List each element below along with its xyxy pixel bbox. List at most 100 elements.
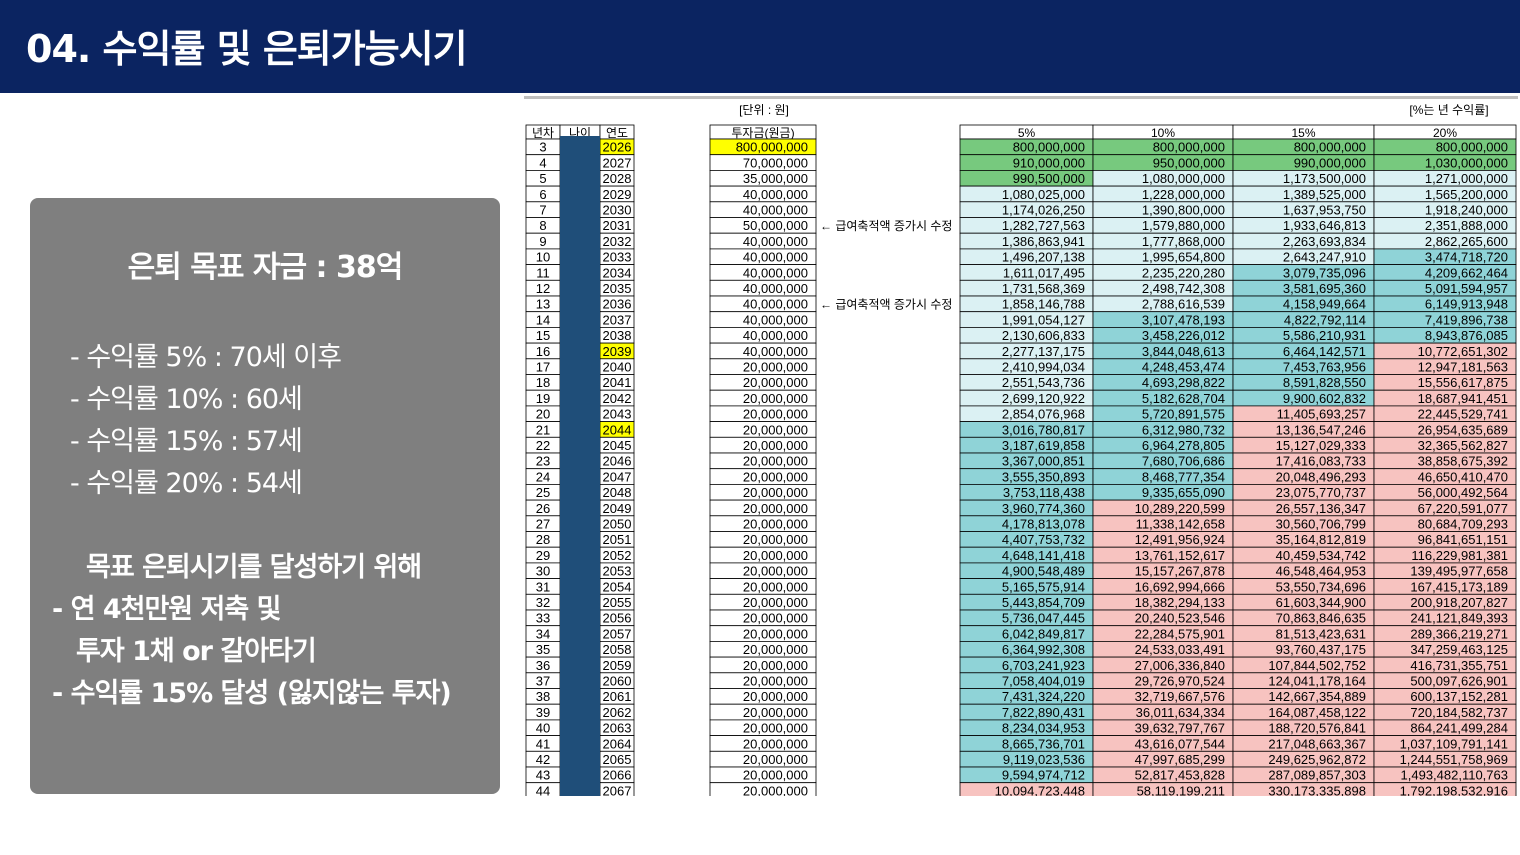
cell-rate-text-1: 58,119,199,211 (1137, 783, 1225, 796)
cell-rate-text-2: 800,000,000 (1294, 140, 1366, 155)
cell-rate-text-2: 11,405,693,257 (1277, 407, 1366, 422)
cell-rate-text-1: 9,335,655,090 (1142, 485, 1225, 500)
cell-rate-text-0: 5,736,047,445 (1002, 611, 1085, 626)
cell-year-text: 2053 (603, 564, 632, 579)
cell-year-index-text: 18 (536, 375, 550, 390)
header-year-index-text: 년차 (532, 126, 554, 140)
cell-year-text: 2027 (603, 155, 632, 170)
cell-rate-text-2: 93,760,437,175 (1276, 642, 1366, 657)
cell-year-text: 2041 (603, 375, 632, 390)
header-invest-text: 투자금(원금) (731, 126, 794, 140)
cell-invest-text: 20,000,000 (743, 375, 808, 390)
cell-year-text: 2046 (603, 454, 632, 469)
cell-invest-text: 20,000,000 (743, 736, 808, 751)
cell-rate-text-0: 3,960,774,360 (1002, 501, 1085, 516)
cell-rate-text-0: 7,431,324,220 (1002, 689, 1085, 704)
cell-rate-text-0: 6,364,992,308 (1002, 642, 1085, 657)
cell-rate-text-1: 36,011,634,334 (1136, 705, 1225, 720)
cell-year-text: 2045 (603, 438, 632, 453)
cell-rate-text-1: 1,390,800,000 (1142, 203, 1225, 218)
cell-invest-text: 20,000,000 (743, 658, 808, 673)
cell-invest-text: 50,000,000 (743, 218, 808, 233)
cell-rate-text-1: 2,498,742,308 (1142, 281, 1225, 296)
cell-rate-text-1: 1,995,654,800 (1142, 250, 1225, 265)
cell-year-index-text: 42 (536, 752, 550, 767)
cell-rate-text-0: 910,000,000 (1013, 155, 1085, 170)
cell-year-text: 2042 (603, 391, 632, 406)
cell-rate-text-1: 6,964,278,805 (1142, 438, 1225, 453)
cell-rate-text-2: 30,560,706,799 (1276, 517, 1366, 532)
retirement-goal: 은퇴 목표 자금 : 38억 (127, 250, 404, 285)
cell-rate-text-3: 18,687,941,451 (1418, 391, 1508, 406)
cell-year-text: 2048 (603, 485, 632, 500)
cell-rate-text-0: 6,703,241,923 (1002, 658, 1085, 673)
cell-rate-text-1: 7,680,706,686 (1142, 454, 1225, 469)
cell-year-text: 2066 (603, 768, 632, 783)
cell-rate-text-2: 23,075,770,737 (1276, 485, 1366, 500)
cell-rate-text-3: 139,495,977,658 (1410, 564, 1508, 579)
cell-invest-text: 20,000,000 (743, 548, 808, 563)
cell-year-index-text: 29 (536, 548, 550, 563)
cell-year-text: 2043 (603, 407, 632, 422)
cell-year-text: 2028 (603, 171, 632, 186)
cell-rate-text-1: 18,382,294,133 (1135, 595, 1225, 610)
cell-rate-text-3: 241,121,849,393 (1410, 611, 1508, 626)
cell-rate-text-0: 1,611,017,495 (1003, 265, 1085, 280)
cell-rate-text-2: 5,586,210,931 (1283, 328, 1366, 343)
cell-rate-text-0: 3,555,350,893 (1002, 469, 1085, 484)
cell-rate-text-0: 1,731,568,369 (1002, 281, 1085, 296)
cell-rate-text-1: 29,726,970,524 (1135, 674, 1225, 689)
cell-rate-text-3: 800,000,000 (1436, 140, 1508, 155)
cell-invest-text: 20,000,000 (743, 532, 808, 547)
cell-year-index-text: 27 (536, 517, 550, 532)
cell-rate-text-0: 1,080,025,000 (1002, 187, 1085, 202)
cell-rate-text-3: 15,556,617,875 (1418, 375, 1508, 390)
cell-year-index-text: 12 (536, 281, 550, 296)
cell-year-index-text: 6 (539, 187, 546, 202)
cell-year-index-text: 35 (536, 642, 550, 657)
cell-year-text: 2044 (603, 422, 632, 437)
cell-invest-text: 20,000,000 (743, 360, 808, 375)
cell-year-text: 2060 (603, 674, 632, 689)
cell-rate-text-2: 40,459,534,742 (1276, 548, 1366, 563)
cell-rate-text-0: 990,500,000 (1013, 171, 1085, 186)
cell-rate-text-2: 990,000,000 (1294, 155, 1366, 170)
cell-rate-text-2: 188,720,576,841 (1268, 721, 1366, 736)
cell-year-text: 2062 (603, 705, 632, 720)
cell-rate-text-2: 1,389,525,000 (1283, 187, 1366, 202)
cell-year-index-text: 37 (536, 674, 550, 689)
cell-rate-text-1: 52,817,453,828 (1135, 768, 1225, 783)
cell-rate-text-2: 3,581,695,360 (1283, 281, 1366, 296)
cell-rate-text-2: 107,844,502,752 (1268, 658, 1366, 673)
cell-rate-text-3: 46,650,410,470 (1418, 469, 1508, 484)
cell-invest-text: 20,000,000 (743, 454, 808, 469)
cell-year-index-text: 30 (536, 564, 550, 579)
cell-invest-text: 20,000,000 (743, 579, 808, 594)
cell-rate-text-0: 6,042,849,817 (1002, 626, 1085, 641)
cell-invest-text: 20,000,000 (743, 752, 808, 767)
cell-rate-text-2: 164,087,458,122 (1268, 705, 1366, 720)
cell-year-text: 2026 (603, 140, 632, 155)
plan-item-investment: 투자 1채 or 갈아타기 (76, 636, 317, 667)
cell-rate-text-1: 2,235,220,280 (1142, 265, 1225, 280)
cell-rate-text-2: 1,173,500,000 (1283, 171, 1366, 186)
cell-rate-text-1: 47,997,685,299 (1135, 752, 1225, 767)
cell-rate-text-3: 10,772,651,302 (1418, 344, 1508, 359)
cell-invest-text: 20,000,000 (743, 768, 808, 783)
cell-invest-text: 20,000,000 (743, 422, 808, 437)
cell-rate-text-1: 22,284,575,901 (1135, 626, 1225, 641)
cell-rate-text-1: 24,533,033,491 (1135, 642, 1225, 657)
cell-year-text: 2063 (603, 721, 632, 736)
rate-line-15: - 수익률 15% : 57세 (70, 426, 303, 457)
cell-year-text: 2054 (603, 579, 632, 594)
cell-year-index-text: 23 (536, 454, 550, 469)
cell-rate-text-3: 3,474,718,720 (1425, 250, 1508, 265)
cell-year-index-text: 11 (536, 265, 550, 280)
cell-rate-text-3: 2,862,265,600 (1425, 234, 1508, 249)
cell-year-index-text: 33 (536, 611, 550, 626)
cell-rate-text-2: 3,079,735,096 (1283, 265, 1366, 280)
cell-rate-text-1: 12,491,956,924 (1135, 532, 1225, 547)
cell-rate-text-0: 1,858,146,788 (1002, 297, 1085, 312)
cell-year-index-text: 3 (539, 140, 546, 155)
cell-rate-text-3: 56,000,492,564 (1418, 485, 1508, 500)
